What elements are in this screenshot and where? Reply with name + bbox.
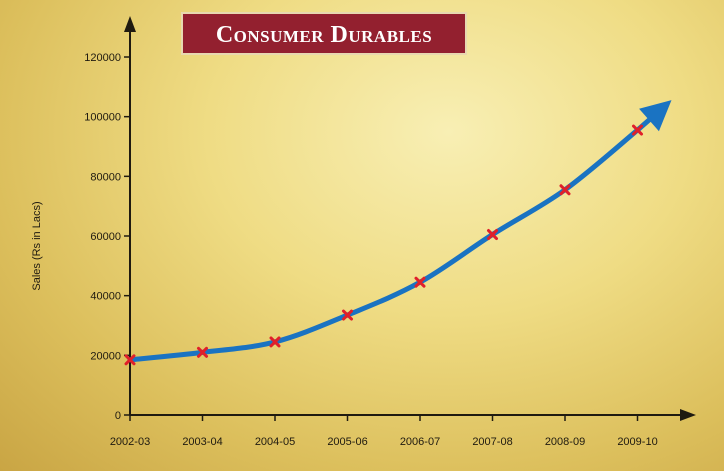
data-point-marker <box>487 229 498 241</box>
y-axis-title: Sales (Rs in Lacs) <box>31 201 43 290</box>
y-tick-label: 20000 <box>90 350 121 362</box>
x-tick-label: 2007-08 <box>472 436 512 448</box>
data-point-marker <box>632 124 643 136</box>
data-point-marker <box>559 184 571 196</box>
y-tick-label: 120000 <box>84 52 121 64</box>
x-tick-label: 2002-03 <box>110 436 150 448</box>
x-tick-label: 2006-07 <box>400 436 440 448</box>
data-point-marker <box>124 354 136 366</box>
x-axis-arrow <box>680 409 696 421</box>
x-tick-label: 2009-10 <box>617 436 657 448</box>
data-point-marker <box>414 276 426 288</box>
y-axis-arrow <box>124 16 136 32</box>
y-tick-label: 40000 <box>90 291 121 303</box>
data-point-marker <box>342 309 353 321</box>
x-tick-label: 2004-05 <box>255 436 295 448</box>
trend-arrow-head <box>639 100 672 132</box>
data-point-marker <box>269 336 281 348</box>
x-tick-label: 2008-09 <box>545 436 585 448</box>
series-line <box>127 113 656 363</box>
y-tick-label: 60000 <box>90 231 121 243</box>
x-tick-label: 2005-06 <box>327 436 367 448</box>
y-tick-label: 80000 <box>90 171 121 183</box>
x-tick-label: 2003-04 <box>182 436 222 448</box>
data-point-marker <box>197 346 208 358</box>
y-tick-label: 100000 <box>84 112 121 124</box>
chart-title: Consumer Durables <box>181 12 467 55</box>
y-tick-label: 0 <box>115 410 121 422</box>
